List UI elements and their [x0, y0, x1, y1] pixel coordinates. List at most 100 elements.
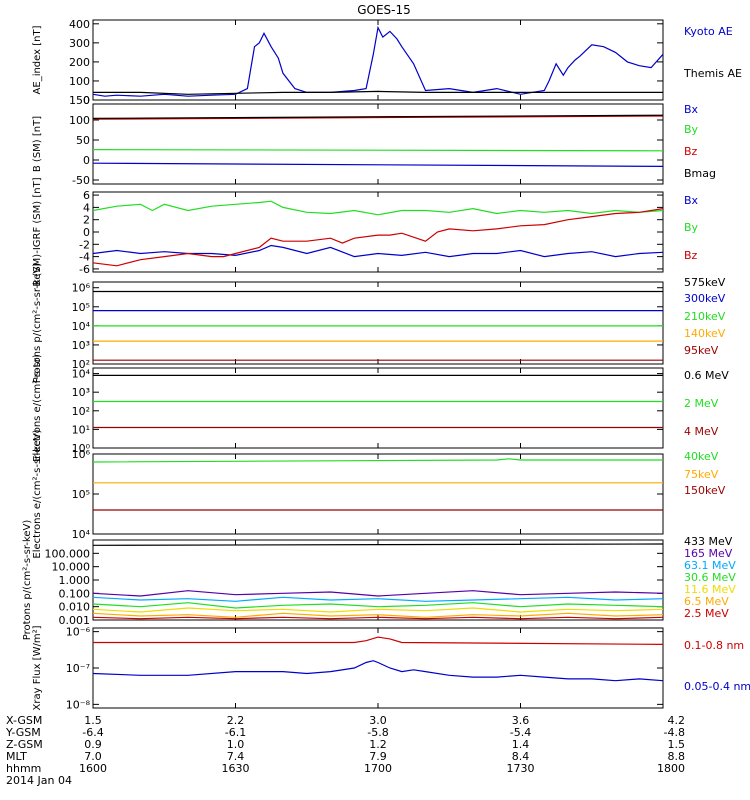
legend-entry: Kyoto AE — [684, 25, 733, 38]
panel-6: 10⁴ 10⁵ 10⁶ Electrons e/(cm²-s-sr-keV) 40keV… — [32, 429, 726, 558]
x-row-value: 3.6 — [512, 714, 530, 727]
legend-entry: By — [684, 123, 699, 136]
legend-entry: Themis AE — [683, 67, 742, 80]
panel-frame — [92, 453, 664, 535]
x-row-label: hhmm — [6, 762, 41, 775]
series-line — [93, 636, 664, 646]
y-tick-label: 4 — [83, 201, 90, 214]
series-line — [92, 458, 663, 463]
x-row-label: X-GSM — [6, 714, 42, 727]
panel-1: 0 100 200 300 400 AE_index [nT] Kyoto AE Themis… — [32, 18, 742, 107]
x-row-value: 1800 — [657, 762, 685, 775]
x-axis-info: X-GSM 1.5 2.2 3.0 3.6 4.2 Y-GSM -6.4 -6.1 -5.8 -5.… — [5, 714, 685, 787]
y-tick-label: 10⁴ — [72, 528, 91, 541]
legend-entry: 150keV — [684, 484, 726, 497]
y-tick-label: 1.000 — [59, 574, 91, 587]
x-row-value: 1730 — [507, 762, 535, 775]
series-line — [93, 90, 663, 95]
x-row-value: 4.2 — [668, 714, 686, 727]
legend-entry: 165 MeV — [684, 547, 733, 560]
y-axis-label: Electrons e/(cm²-s-sr) — [32, 354, 43, 462]
date-label: 2014 Jan 04 — [6, 774, 72, 787]
panel-8: 10⁻⁸ 10⁻⁷ 10⁻⁶ Xray Flux [W/m²] 0.1-0.8 nm 0.… — [32, 625, 750, 711]
y-tick-label: 100.000 — [45, 547, 91, 560]
y-tick-label: 100 — [69, 114, 90, 127]
y-tick-label: 0 — [83, 154, 90, 167]
y-tick-label: 10⁻⁶ — [66, 626, 91, 639]
legend-entry: Bx — [684, 103, 699, 116]
y-tick-label: 0.100 — [59, 587, 91, 600]
legend-entry: 4 MeV — [684, 425, 719, 438]
x-row-value: 7.9 — [369, 750, 387, 763]
y-tick-label: 10³ — [72, 339, 90, 352]
y-tick-label: 10² — [72, 405, 90, 418]
y-tick-label: -2 — [79, 238, 90, 251]
y-tick-label: 2 — [83, 214, 90, 227]
legend-entry: 30.6 MeV — [684, 571, 736, 584]
x-row-value: 1.0 — [227, 738, 245, 751]
legend-entry: Bmag — [684, 167, 716, 180]
series-line — [92, 607, 664, 613]
legend-entry: 0.6 MeV — [684, 369, 729, 382]
legend-entry: 140keV — [684, 327, 726, 340]
x-row-value: 1700 — [364, 762, 392, 775]
legend-entry: 300keV — [684, 292, 726, 305]
legend-entry: 6.5 MeV — [684, 595, 729, 608]
y-tick-label: 10¹ — [72, 423, 90, 436]
y-tick-label: 0 — [83, 94, 90, 107]
y-tick-label: -6 — [79, 263, 90, 276]
panel-frame — [92, 19, 664, 101]
series-line — [92, 162, 664, 167]
x-row-value: 1600 — [79, 762, 107, 775]
x-row-value: 1.5 — [84, 714, 102, 727]
x-row-label: Z-GSM — [6, 738, 43, 751]
series-line — [92, 208, 664, 267]
series-line — [92, 612, 664, 618]
legend-entry: 40keV — [684, 450, 719, 463]
series-line — [92, 602, 664, 609]
x-row-value: 1630 — [222, 762, 250, 775]
legend-entry: Bx — [684, 194, 699, 207]
x-row-value: 1.4 — [512, 738, 530, 751]
y-tick-label: 6 — [83, 189, 90, 202]
series-line — [92, 596, 664, 602]
y-tick-label: 50 — [76, 134, 90, 147]
y-tick-label: 10⁵ — [72, 488, 90, 501]
x-row-value: 8.8 — [668, 750, 686, 763]
series-line — [92, 543, 664, 546]
panel-2: -50 0 50 100 150 B (SM) [nT] Bx By Bz Bmag — [32, 94, 716, 187]
y-axis-label: AE_index [nT] — [32, 25, 43, 94]
x-row-label: Y-GSM — [5, 726, 41, 739]
y-tick-label: 400 — [69, 18, 90, 31]
y-tick-label: 200 — [69, 56, 90, 69]
legend-entry: 0.05-0.4 nm — [684, 680, 750, 693]
series-line — [92, 660, 664, 682]
x-row-value: 8.4 — [512, 750, 530, 763]
y-tick-label: 10⁻⁷ — [66, 662, 90, 675]
x-row-value: 7.4 — [227, 750, 245, 763]
legend-entry: 575keV — [684, 276, 726, 289]
y-tick-label: 0.010 — [59, 601, 91, 614]
legend-entry: 2 MeV — [684, 397, 719, 410]
legend-entry: 0.1-0.8 nm — [684, 639, 744, 652]
y-tick-label: 10⁴ — [72, 368, 91, 381]
y-tick-label: 0 — [83, 226, 90, 239]
y-tick-label: 10⁰ — [72, 442, 91, 455]
plot-title: GOES-15 — [357, 3, 411, 17]
legend-entry: 95keV — [684, 344, 719, 357]
y-tick-label: -4 — [79, 251, 90, 264]
y-axis-label: B (SM) [nT] — [32, 116, 43, 172]
y-tick-label: -50 — [72, 174, 90, 187]
panel-frame — [92, 281, 664, 365]
series-line — [92, 149, 664, 152]
legend-entry: 75keV — [684, 468, 719, 481]
x-row-value: 3.0 — [369, 714, 387, 727]
x-row-label: MLT — [6, 750, 27, 763]
series-line — [92, 200, 664, 216]
y-tick-label: 10⁵ — [72, 301, 90, 314]
y-tick-label: 10⁻⁸ — [66, 698, 91, 711]
x-row-value: -5.4 — [510, 726, 531, 739]
